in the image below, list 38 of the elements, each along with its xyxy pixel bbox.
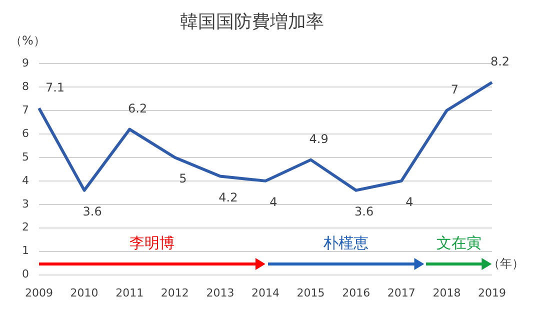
annotation: 朴槿恵 <box>322 234 368 252</box>
annotation: 李明博 <box>130 234 175 252</box>
y-tick-label: 1 <box>22 244 29 258</box>
y-tick-label: 0 <box>22 268 29 281</box>
x-tick-label: 2017 <box>387 286 416 300</box>
x-tick-label: 2010 <box>70 286 98 300</box>
x-tick-label: 2013 <box>206 286 234 300</box>
y-tick-label: 5 <box>22 150 29 164</box>
y-tick-label: 6 <box>22 126 29 140</box>
data-label: 7 <box>450 82 459 97</box>
y-tick-label: 9 <box>22 56 29 70</box>
x-tick-label: 2014 <box>252 286 280 300</box>
x-tick-label: 2009 <box>25 286 53 300</box>
data-label: 8.2 <box>490 54 510 68</box>
x-tick-label: 2011 <box>116 286 144 300</box>
annotation: 文在寅 <box>436 234 482 252</box>
data-label: 4 <box>406 195 414 210</box>
data-label: 5 <box>179 172 187 186</box>
data-label: 4 <box>270 195 278 210</box>
x-tick-label: 2015 <box>296 286 325 300</box>
x-tick-label: 2018 <box>432 286 461 300</box>
y-tick-label: 8 <box>22 80 29 93</box>
data-label: 7.1 <box>45 80 65 94</box>
data-label: 4.9 <box>309 132 328 146</box>
data-label: 4.2 <box>218 190 238 204</box>
data-label: 3.6 <box>354 204 374 218</box>
y-axis-title: （%） <box>10 34 46 48</box>
chart-title: 韓国国防費増加率 <box>180 11 324 32</box>
x-tick-label: 2019 <box>478 286 506 300</box>
x-tick-label: 2016 <box>342 286 370 300</box>
data-label: 6.2 <box>128 101 148 116</box>
data-label: 3.6 <box>82 204 102 218</box>
y-tick-label: 7 <box>22 103 29 116</box>
y-tick-label: 4 <box>22 174 29 187</box>
y-tick-label: 3 <box>22 197 29 210</box>
y-tick-label: 2 <box>22 220 29 234</box>
x-tick-label: 2012 <box>160 286 189 300</box>
x-axis-title: （年） <box>488 256 524 270</box>
